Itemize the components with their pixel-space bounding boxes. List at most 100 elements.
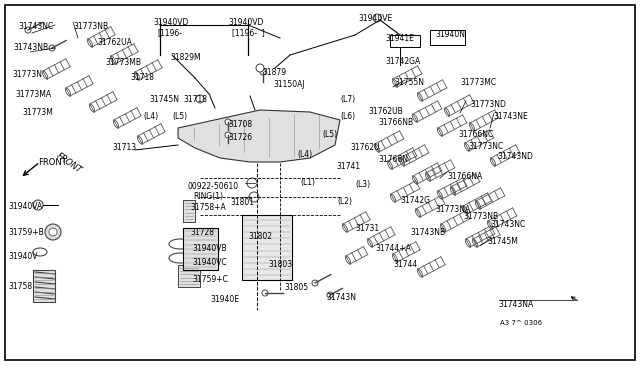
Text: 31759+C: 31759+C [192, 275, 228, 284]
Text: [1196-: [1196- [157, 28, 182, 37]
Ellipse shape [33, 248, 47, 256]
Circle shape [312, 280, 318, 286]
Text: 31743ND: 31743ND [497, 152, 533, 161]
Text: 31743NA: 31743NA [498, 300, 533, 309]
Bar [33, 270, 55, 302]
Text: RING(1): RING(1) [193, 192, 223, 201]
Text: 31766NA: 31766NA [447, 172, 483, 181]
Text: 31773MC: 31773MC [460, 78, 496, 87]
Text: 31802: 31802 [248, 232, 272, 241]
Text: 31718: 31718 [183, 95, 207, 104]
Text: 31940VC: 31940VC [192, 258, 227, 267]
Circle shape [196, 95, 204, 103]
Text: (L4): (L4) [143, 112, 158, 121]
Text: 31879: 31879 [262, 68, 286, 77]
Text: 31742G: 31742G [400, 196, 430, 205]
Text: 31743NC: 31743NC [490, 220, 525, 229]
Circle shape [45, 224, 61, 240]
Text: (L4): (L4) [297, 150, 312, 159]
Text: FRONT: FRONT [38, 158, 67, 167]
Text: 31766NB: 31766NB [378, 118, 413, 127]
Text: 31766N: 31766N [378, 155, 408, 164]
Text: (L1): (L1) [300, 178, 315, 187]
Text: FRONT: FRONT [55, 151, 84, 175]
Circle shape [49, 228, 57, 236]
Text: 31743NB: 31743NB [410, 228, 445, 237]
Ellipse shape [169, 239, 191, 249]
Text: 31745M: 31745M [487, 237, 518, 246]
Bar [183, 200, 195, 222]
Text: 31773NB: 31773NB [463, 212, 498, 221]
Text: (L2): (L2) [337, 197, 352, 206]
Bar [178, 265, 200, 287]
Text: 31940V: 31940V [8, 252, 38, 261]
Circle shape [260, 69, 266, 75]
Text: 31762UA: 31762UA [97, 38, 132, 47]
Text: 31759+B: 31759+B [8, 228, 44, 237]
Text: 31773MA: 31773MA [15, 90, 51, 99]
Text: 31940VD: 31940VD [153, 18, 188, 27]
Text: 31940VB: 31940VB [192, 244, 227, 253]
Text: 31743NB: 31743NB [13, 43, 48, 52]
Text: 31773M: 31773M [22, 108, 53, 117]
Text: [1196-  ]: [1196- ] [232, 28, 265, 37]
Text: 31744+A: 31744+A [375, 244, 411, 253]
Circle shape [49, 45, 55, 51]
Circle shape [225, 119, 231, 125]
Bar [242, 215, 292, 280]
Text: 31150AJ: 31150AJ [273, 80, 305, 89]
Text: 31940N: 31940N [435, 30, 465, 39]
Bar [430, 30, 465, 45]
Circle shape [373, 14, 381, 22]
Text: A3 7^ 0306: A3 7^ 0306 [500, 320, 542, 326]
Text: 31718: 31718 [130, 73, 154, 82]
Text: 31940VD: 31940VD [228, 18, 264, 27]
Text: 31803: 31803 [268, 260, 292, 269]
Text: 31773MB: 31773MB [105, 58, 141, 67]
Text: 31829M: 31829M [170, 53, 200, 62]
Text: (L3): (L3) [355, 180, 370, 189]
Circle shape [25, 27, 31, 33]
Text: 31743NC: 31743NC [18, 22, 53, 31]
Text: 31805: 31805 [284, 283, 308, 292]
Text: 31766NC: 31766NC [458, 130, 493, 139]
Ellipse shape [169, 253, 191, 263]
Circle shape [262, 290, 268, 296]
Text: 31728: 31728 [190, 228, 214, 237]
Circle shape [247, 178, 257, 188]
Bar [390, 35, 420, 47]
Text: 31708: 31708 [228, 120, 252, 129]
Text: (L5): (L5) [322, 130, 337, 139]
Text: 31731: 31731 [355, 224, 379, 233]
Text: 31726: 31726 [228, 133, 252, 142]
Text: 31941E: 31941E [385, 34, 414, 43]
Text: (L7): (L7) [340, 95, 355, 104]
Polygon shape [178, 110, 340, 162]
Text: 31773NC: 31773NC [468, 142, 503, 151]
Circle shape [327, 292, 333, 298]
Circle shape [249, 192, 259, 202]
Text: (L6): (L6) [340, 112, 355, 121]
Bar [183, 228, 218, 270]
Text: 31741: 31741 [336, 162, 360, 171]
Text: 31743NE: 31743NE [493, 112, 528, 121]
Text: 31713: 31713 [112, 143, 136, 152]
Text: 31758: 31758 [8, 282, 32, 291]
Text: 31755N: 31755N [394, 78, 424, 87]
Text: 31773NB: 31773NB [73, 22, 108, 31]
Text: 00922-50610: 00922-50610 [188, 182, 239, 191]
Text: 31743N: 31743N [326, 293, 356, 302]
Text: 31801: 31801 [230, 198, 254, 207]
Text: 31758+A: 31758+A [190, 203, 226, 212]
Text: 31773NA: 31773NA [435, 205, 470, 214]
Text: (L5): (L5) [172, 112, 187, 121]
Circle shape [256, 64, 264, 72]
Text: 31762UB: 31762UB [368, 107, 403, 116]
Circle shape [33, 200, 43, 210]
Text: 31745N: 31745N [149, 95, 179, 104]
Text: 31940E: 31940E [210, 295, 239, 304]
Text: 31940VE: 31940VE [358, 14, 392, 23]
Text: 31744: 31744 [393, 260, 417, 269]
Text: 31762U: 31762U [350, 143, 380, 152]
Text: 31773ND: 31773ND [470, 100, 506, 109]
